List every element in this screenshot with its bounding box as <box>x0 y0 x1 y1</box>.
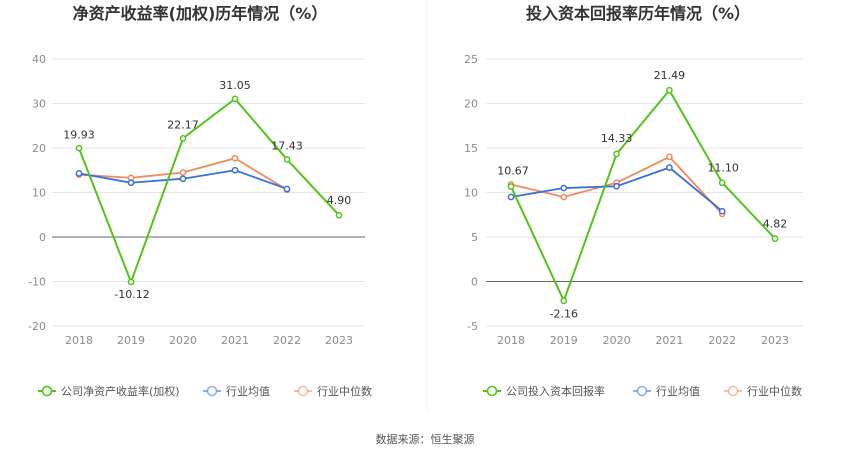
legend-item-2: 行业均值 <box>633 385 700 398</box>
data-point <box>613 182 620 190</box>
y-tick-label: 10 <box>464 187 478 200</box>
data-point <box>127 278 135 286</box>
y-tick-label: 20 <box>32 142 46 155</box>
data-label: 14.33 <box>601 132 633 145</box>
legend-item-1: 公司净资产收益率(加权) <box>38 384 180 398</box>
legend-swatch-marker <box>636 385 648 397</box>
legend-label: 行业均值 <box>226 385 270 398</box>
data-point <box>666 86 673 94</box>
y-tick-label: 15 <box>464 142 478 155</box>
x-tick-label: 2022 <box>273 334 301 347</box>
y-tick-label: 0 <box>471 276 478 289</box>
x-tick-label: 2021 <box>655 334 683 347</box>
legend-swatch-marker <box>41 385 53 397</box>
data-point <box>231 95 239 103</box>
legend-label: 行业中位数 <box>317 384 372 398</box>
x-tick-label: 2020 <box>169 334 197 347</box>
data-point <box>560 184 568 192</box>
y-tick-label: 20 <box>464 98 478 111</box>
x-tick-label: 2022 <box>708 334 736 347</box>
x-tick-label: 2021 <box>221 334 249 347</box>
series-line-1 <box>78 97 340 285</box>
y-tick-label: 25 <box>464 53 478 66</box>
y-tick-label: 40 <box>32 53 46 66</box>
chart-title: 净资产收益率(加权)历年情况（%） <box>73 4 328 23</box>
data-point <box>666 164 673 171</box>
legend-label: 行业中位数 <box>747 384 802 398</box>
legend-label: 行业均值 <box>656 385 700 398</box>
x-tick-label: 2023 <box>325 334 353 347</box>
data-point <box>771 235 779 242</box>
y-tick-label: 0 <box>39 231 46 244</box>
data-label: 17.43 <box>271 139 303 152</box>
data-point <box>283 185 291 193</box>
legend-swatch-marker <box>727 385 739 397</box>
y-tick-label: 10 <box>32 187 46 200</box>
chart-panel-2: 投入资本回报率历年情况（%） 25 20 15 10 5 0 -5 2018 2019 2020 20… <box>464 4 803 398</box>
x-tick-label: 2018 <box>65 334 93 347</box>
data-point <box>179 134 187 142</box>
data-label: 10.67 <box>497 165 529 178</box>
data-label: 4.90 <box>327 194 352 207</box>
data-point <box>283 156 291 163</box>
data-label: 4.82 <box>763 218 788 231</box>
x-tick-label: 2023 <box>761 334 789 347</box>
y-tick-label: 5 <box>471 231 478 244</box>
data-point <box>666 153 673 161</box>
legend-swatch-marker <box>206 385 218 397</box>
legend-label: 公司净资产收益率(加权) <box>61 384 180 398</box>
legend-swatch-marker <box>486 385 498 397</box>
data-point <box>560 193 568 201</box>
x-tick-label: 2020 <box>603 334 631 347</box>
legend-item-3: 行业中位数 <box>294 384 372 398</box>
data-point <box>231 166 239 174</box>
data-point <box>613 150 620 158</box>
data-label: -10.12 <box>114 288 149 301</box>
data-point <box>75 144 83 152</box>
y-tick-label: 30 <box>32 98 46 111</box>
x-tick-label: 2018 <box>497 334 525 347</box>
data-label: 11.10 <box>707 162 739 175</box>
data-label: 19.93 <box>63 128 95 141</box>
data-source-note: 数据来源：恒生聚源 <box>376 432 475 446</box>
legend-swatch-marker <box>297 385 309 397</box>
data-point <box>179 169 187 176</box>
data-point <box>718 207 726 215</box>
x-tick-label: 2019 <box>550 334 578 347</box>
y-tick-label: -10 <box>28 276 46 289</box>
data-point <box>231 154 239 162</box>
y-tick-label: -5 <box>467 320 478 333</box>
data-point <box>75 170 83 177</box>
chart-panel-1: 净资产收益率(加权)历年情况（%） 40 30 20 10 0 -10 -20 2018 2019… <box>28 4 372 398</box>
data-label: -2.16 <box>550 308 578 321</box>
data-point <box>127 179 135 187</box>
data-point <box>718 179 726 187</box>
legend-item-2: 行业均值 <box>203 385 270 398</box>
data-point <box>179 175 187 183</box>
data-label: 22.17 <box>167 118 199 131</box>
data-point <box>507 193 515 201</box>
data-point <box>507 183 515 190</box>
legend-item-3: 行业中位数 <box>724 384 802 398</box>
series-line-1 <box>510 88 776 304</box>
data-label: 31.05 <box>219 79 251 92</box>
legend-label: 公司投入资本回报率 <box>506 384 605 398</box>
data-point <box>560 297 568 305</box>
data-point <box>335 211 343 219</box>
legend-item-1: 公司投入资本回报率 <box>483 384 605 398</box>
chart-title: 投入资本回报率历年情况（%） <box>526 4 750 23</box>
x-tick-label: 2019 <box>117 334 145 347</box>
y-tick-label: -20 <box>28 320 46 333</box>
data-label: 21.49 <box>654 69 686 82</box>
